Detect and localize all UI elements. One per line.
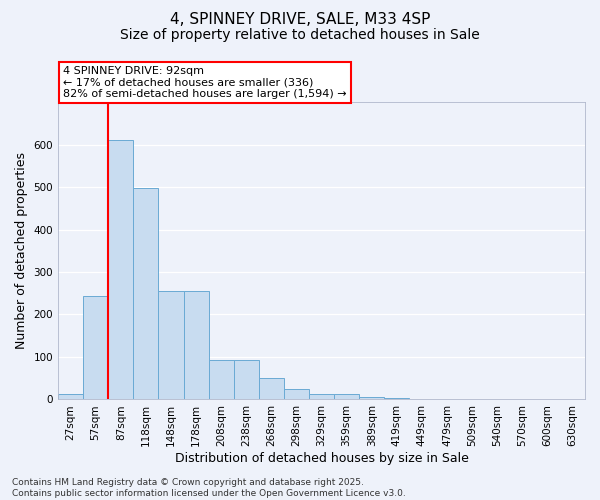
Y-axis label: Number of detached properties: Number of detached properties xyxy=(15,152,28,350)
Bar xyxy=(284,389,309,400)
Bar xyxy=(259,378,284,400)
Bar xyxy=(184,291,209,400)
X-axis label: Distribution of detached houses by size in Sale: Distribution of detached houses by size … xyxy=(175,452,469,465)
Text: Size of property relative to detached houses in Sale: Size of property relative to detached ho… xyxy=(120,28,480,42)
Bar xyxy=(233,360,259,400)
Bar xyxy=(334,394,359,400)
Bar xyxy=(58,394,83,400)
Bar xyxy=(359,398,384,400)
Bar xyxy=(133,188,158,400)
Text: 4, SPINNEY DRIVE, SALE, M33 4SP: 4, SPINNEY DRIVE, SALE, M33 4SP xyxy=(170,12,430,28)
Bar xyxy=(83,296,108,400)
Bar xyxy=(309,394,334,400)
Text: 4 SPINNEY DRIVE: 92sqm
← 17% of detached houses are smaller (336)
82% of semi-de: 4 SPINNEY DRIVE: 92sqm ← 17% of detached… xyxy=(64,66,347,99)
Bar xyxy=(108,140,133,400)
Bar xyxy=(384,398,409,400)
Bar xyxy=(209,360,233,400)
Bar xyxy=(158,291,184,400)
Text: Contains HM Land Registry data © Crown copyright and database right 2025.
Contai: Contains HM Land Registry data © Crown c… xyxy=(12,478,406,498)
